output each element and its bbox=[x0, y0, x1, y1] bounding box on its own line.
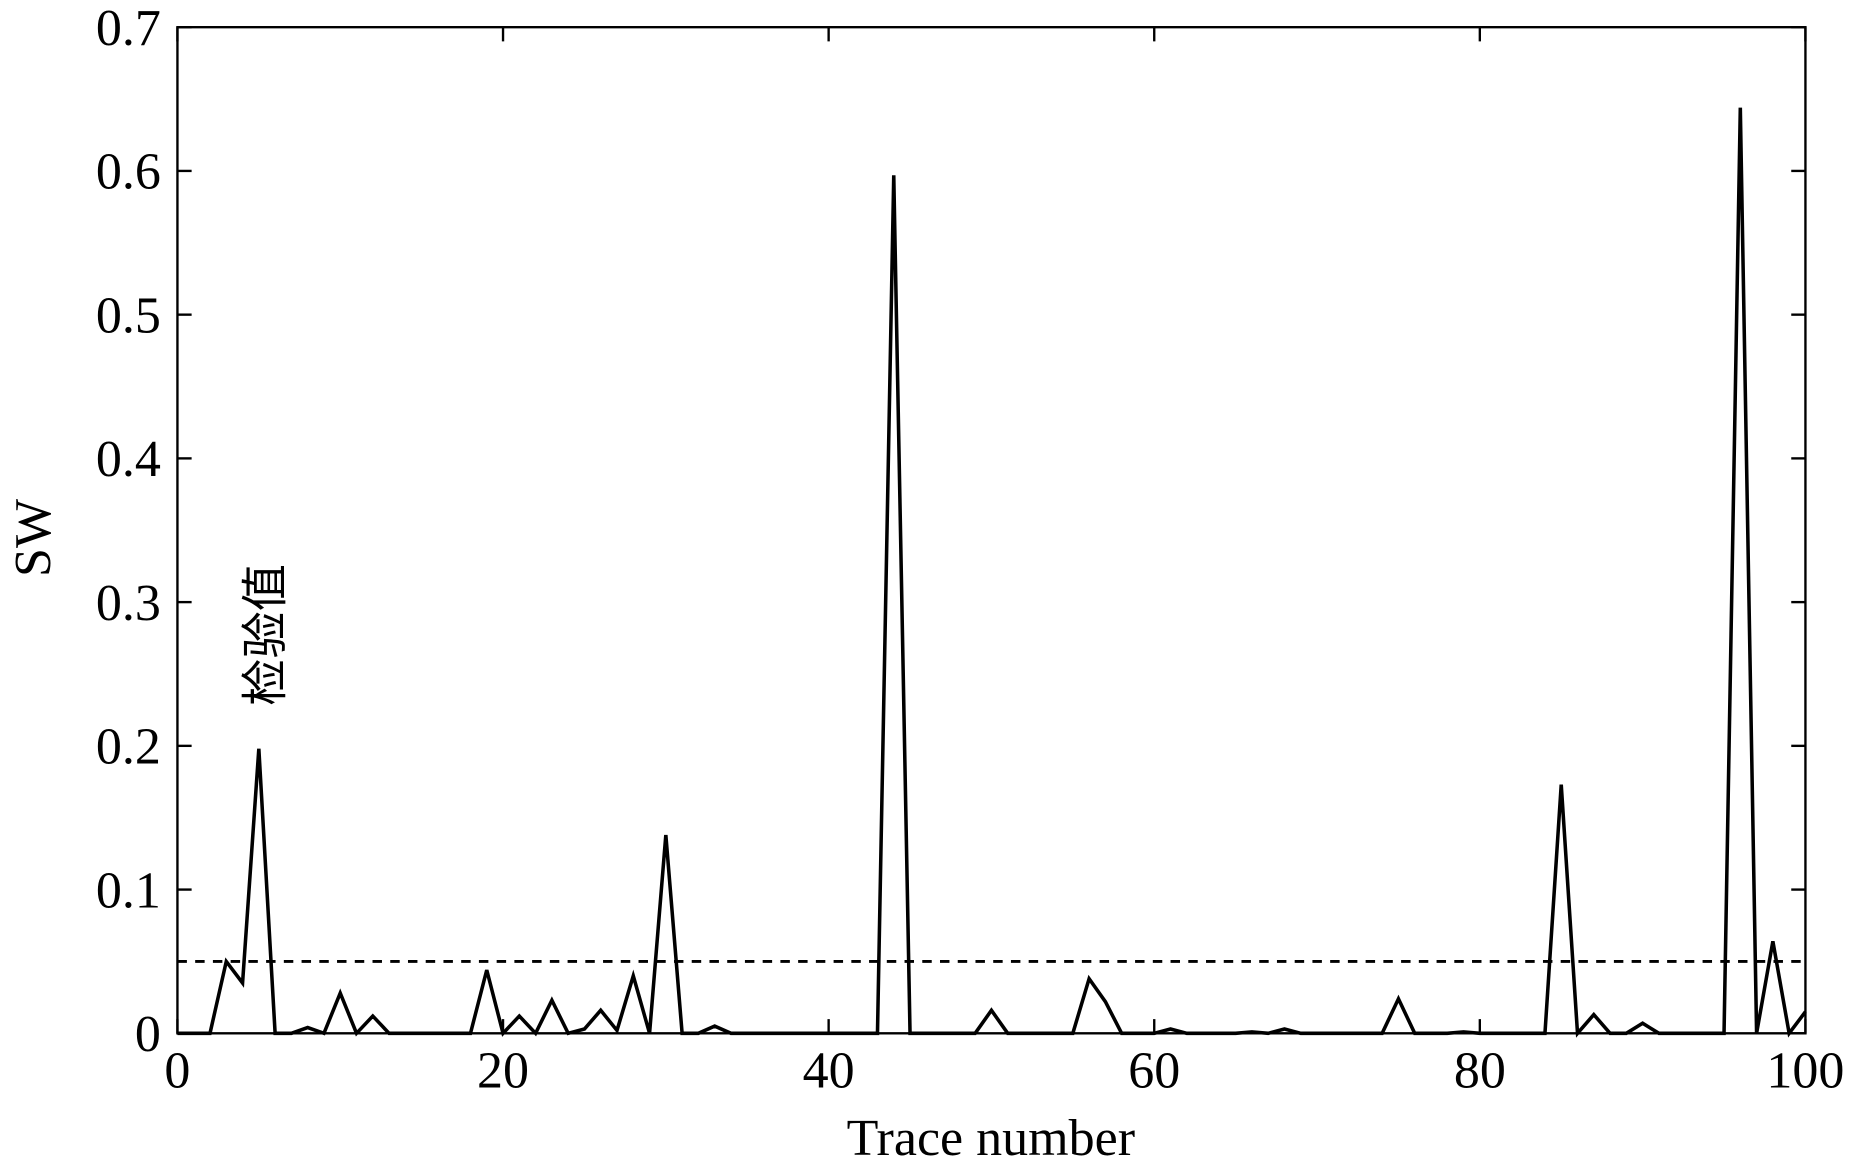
x-tick-label: 0 bbox=[164, 1043, 190, 1100]
x-tick-label: 60 bbox=[1128, 1043, 1180, 1100]
y-tick-label: 0.3 bbox=[96, 575, 161, 632]
y-tick-label: 0.6 bbox=[96, 144, 161, 201]
x-tick-label: 20 bbox=[477, 1043, 529, 1100]
y-tick-label: 0 bbox=[135, 1006, 161, 1063]
y-tick-label: 0.2 bbox=[96, 719, 161, 776]
x-tick-label: 40 bbox=[803, 1043, 855, 1100]
y-tick-label: 0.5 bbox=[96, 287, 161, 344]
y-tick-label: 0.7 bbox=[96, 0, 161, 57]
y-tick-label: 0.4 bbox=[96, 431, 161, 488]
y-tick-label: 0.1 bbox=[96, 862, 161, 919]
x-tick-label: 100 bbox=[1766, 1043, 1844, 1100]
annotation: 检验值 bbox=[240, 564, 292, 706]
x-axis-label: Trace number bbox=[847, 1110, 1135, 1167]
plot-frame bbox=[176, 26, 1807, 1035]
x-tick-label: 80 bbox=[1454, 1043, 1506, 1100]
data-line bbox=[177, 107, 1807, 1038]
y-axis-label: SW bbox=[5, 499, 62, 577]
